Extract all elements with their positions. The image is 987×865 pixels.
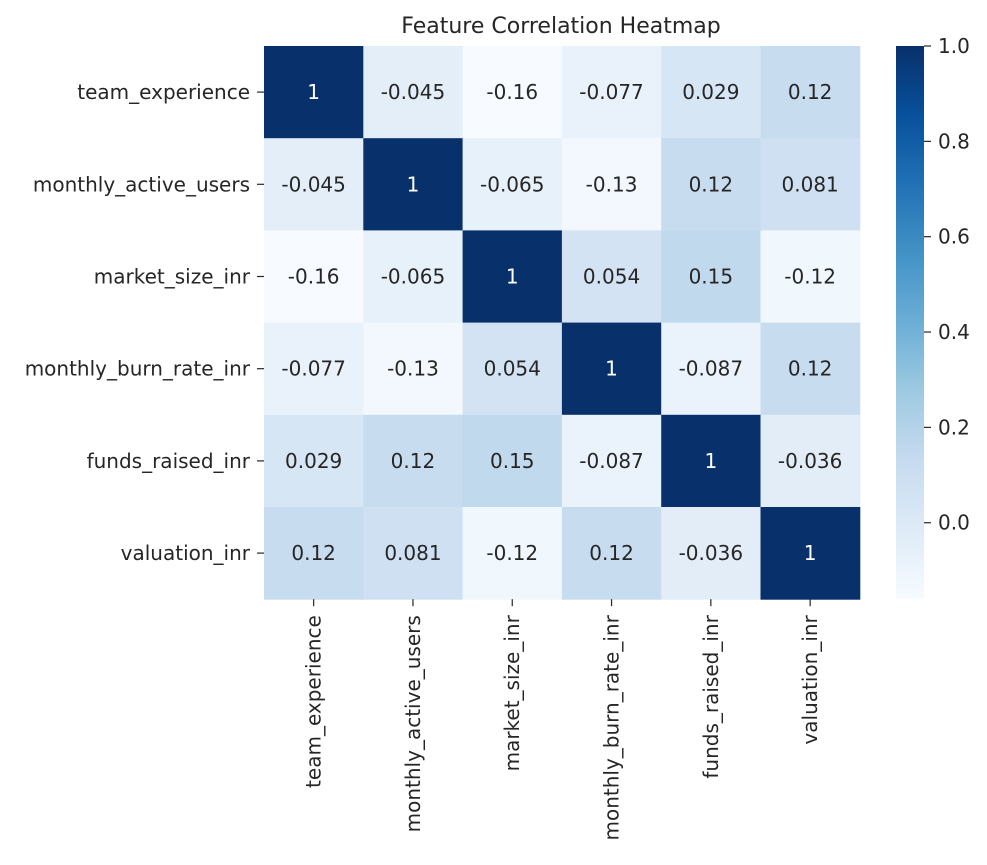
- heatmap-cell: [264, 230, 364, 324]
- heatmap-cell: [264, 46, 364, 139]
- colorbar: [896, 46, 924, 599]
- cell-value-label: 0.054: [583, 265, 640, 289]
- cell-value-label: 0.029: [285, 449, 342, 473]
- heatmap-cells: 1 -0.045 -0.16 -0.077 0.029 0.12 -0.045 1 -0.065…: [264, 46, 861, 600]
- cell-value-label: -0.087: [679, 357, 743, 381]
- cell-value-label: 0.12: [788, 80, 833, 104]
- heatmap-cell: [661, 414, 761, 508]
- row-tick-label: monthly_burn_rate_inr: [25, 357, 251, 381]
- cell-value-label: -0.036: [778, 449, 842, 473]
- heatmap-cell: [462, 507, 563, 600]
- cell-value-label: 0.15: [490, 449, 535, 473]
- heatmap-cell: [760, 507, 861, 600]
- cell-value-label: 1: [407, 172, 420, 196]
- cell-value-label: 0.12: [689, 172, 734, 196]
- cell-value-label: -0.16: [288, 265, 340, 289]
- heatmap-cell: [561, 322, 662, 416]
- cell-value-label: 0.029: [682, 80, 739, 104]
- heatmap-cell: [462, 230, 563, 324]
- heatmap-cell: [561, 507, 662, 600]
- colorbar-tick-label: 0.4: [938, 320, 970, 344]
- heatmap-cell: [462, 46, 563, 139]
- cell-value-label: 1: [804, 541, 817, 565]
- column-tick-label: monthly_burn_rate_inr: [600, 614, 624, 840]
- cell-value-label: 0.12: [291, 541, 336, 565]
- row-tick-label: funds_raised_inr: [87, 449, 251, 473]
- row-tick-label: monthly_active_users: [33, 172, 250, 196]
- cell-value-label: -0.13: [586, 172, 638, 196]
- chart-title: Feature Correlation Heatmap: [401, 14, 721, 39]
- cell-value-label: 0.15: [689, 265, 734, 289]
- cell-value-label: 0.081: [782, 172, 839, 196]
- colorbar-tick-label: 0.0: [938, 511, 970, 535]
- heatmap-cell: [661, 46, 761, 139]
- heatmap-cell: [760, 322, 861, 416]
- colorbar-tick-label: 1.0: [938, 34, 970, 58]
- cell-value-label: -0.065: [480, 172, 544, 196]
- heatmap-cell: [561, 46, 662, 139]
- cell-value-label: -0.045: [381, 80, 445, 104]
- heatmap-cell: [363, 46, 464, 139]
- heatmap-cell: [661, 138, 761, 231]
- heatmap-cell: [462, 414, 563, 508]
- cell-value-label: -0.12: [486, 541, 538, 565]
- heatmap-cell: [661, 507, 761, 600]
- heatmap-cell: [363, 322, 464, 416]
- row-tick-label: team_experience: [77, 80, 250, 104]
- cell-value-label: -0.045: [281, 172, 345, 196]
- heatmap-cell: [760, 138, 861, 231]
- column-tick-label: market_size_inr: [500, 614, 524, 771]
- heatmap-cell: [264, 507, 364, 600]
- heatmap-cell: [363, 230, 464, 324]
- colorbar-tick-label: 0.6: [938, 225, 970, 249]
- heatmap-cell: [661, 322, 761, 416]
- cell-value-label: 1: [605, 357, 618, 381]
- cell-value-label: 0.12: [589, 541, 634, 565]
- colorbar-tick-label: 0.2: [938, 415, 970, 439]
- cell-value-label: -0.087: [579, 449, 643, 473]
- heatmap-cell: [363, 414, 464, 508]
- cell-value-label: -0.036: [679, 541, 743, 565]
- column-tick-label: monthly_active_users: [401, 615, 425, 832]
- column-tick-label: valuation_inr: [798, 614, 822, 744]
- cell-value-label: 1: [704, 449, 717, 473]
- heatmap-cell: [561, 138, 662, 231]
- cell-value-label: 1: [506, 265, 519, 289]
- heatmap-cell: [661, 230, 761, 324]
- heatmap-cell: [363, 138, 464, 231]
- heatmap-cell: [363, 507, 464, 600]
- heatmap-cell: [561, 414, 662, 508]
- cell-value-label: 0.081: [384, 541, 441, 565]
- row-tick-label: market_size_inr: [94, 265, 251, 289]
- cell-value-label: -0.13: [387, 357, 439, 381]
- column-axis: team_experience monthly_active_users marke…: [302, 599, 822, 841]
- cell-value-label: 0.12: [788, 357, 833, 381]
- heatmap-cell: [760, 414, 861, 508]
- cell-value-label: -0.12: [784, 265, 836, 289]
- row-axis: team_experience monthly_active_usersmarke…: [25, 80, 264, 565]
- colorbar-axis: 0.0 0.2 0.4 0.6 0.8 1.0: [924, 34, 970, 535]
- column-tick-label: team_experience: [302, 615, 326, 788]
- row-tick-label: valuation_inr: [121, 541, 251, 565]
- heatmap-cell: [264, 322, 364, 416]
- cell-value-label: 0.054: [484, 357, 541, 381]
- cell-value-label: -0.077: [281, 357, 345, 381]
- heatmap-cell: [760, 46, 861, 139]
- cell-value-label: -0.065: [381, 265, 445, 289]
- colorbar-tick-label: 0.8: [938, 129, 970, 153]
- heatmap-cell: [264, 138, 364, 231]
- heatmap-cell: [561, 230, 662, 324]
- heatmap-cell: [462, 322, 563, 416]
- cell-value-label: -0.16: [486, 80, 538, 104]
- heatmap-cell: [462, 138, 563, 231]
- heatmap-cell: [264, 414, 364, 508]
- column-tick-label: funds_raised_inr: [699, 614, 723, 778]
- cell-value-label: -0.077: [579, 80, 643, 104]
- cell-value-label: 0.12: [391, 449, 436, 473]
- cell-value-label: 1: [307, 80, 320, 104]
- heatmap-cell: [760, 230, 861, 324]
